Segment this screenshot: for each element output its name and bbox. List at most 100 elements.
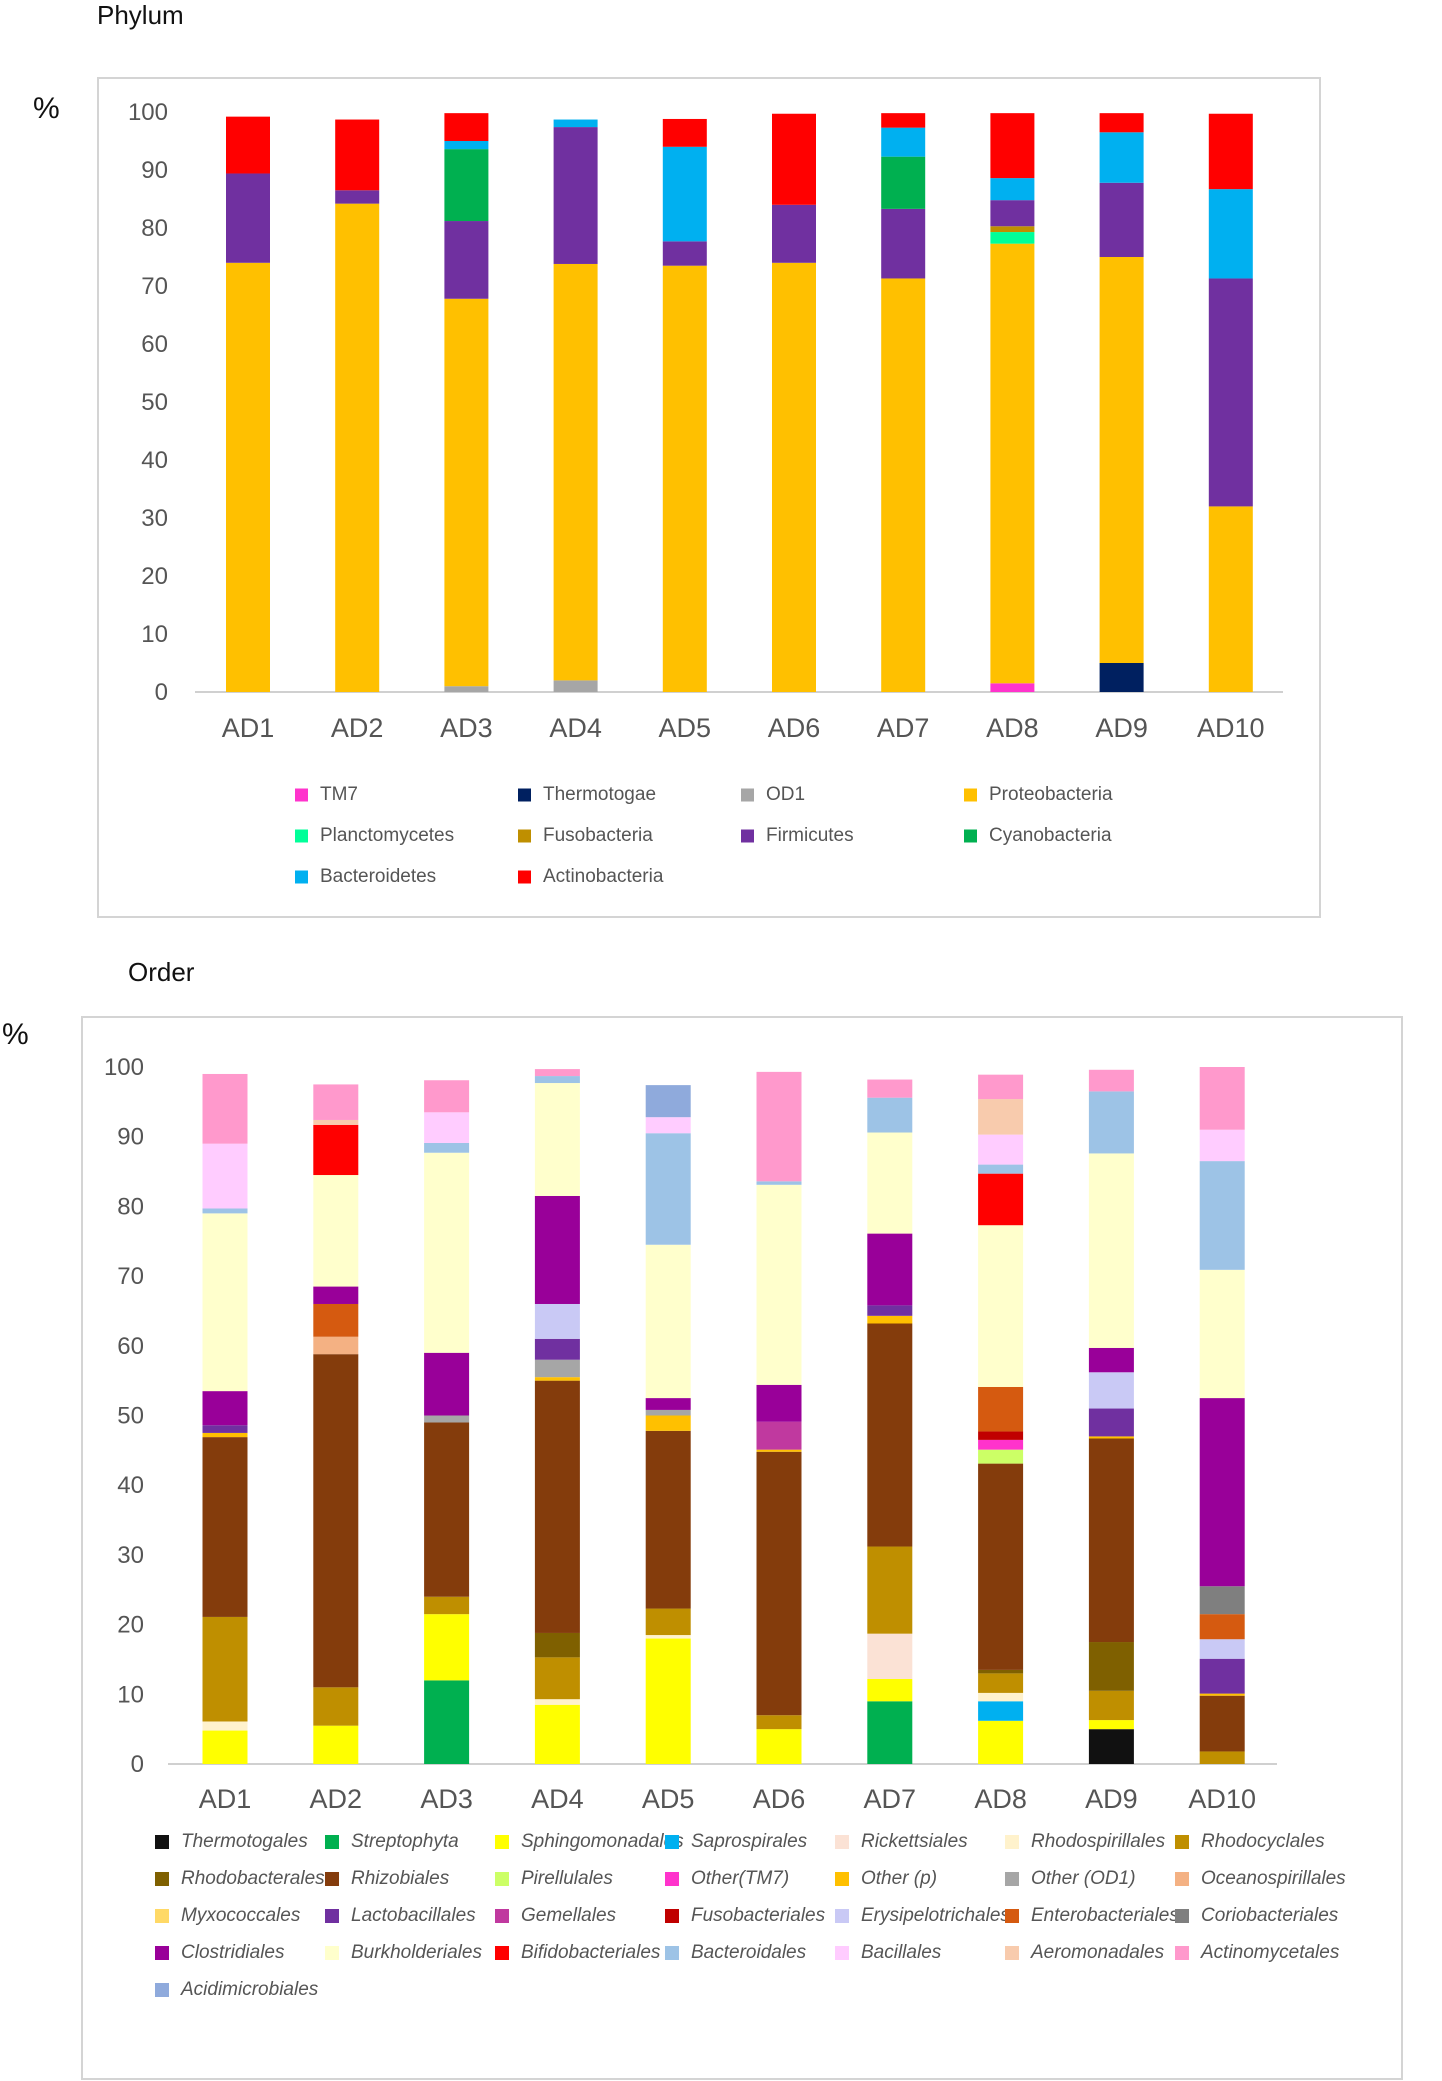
phylum-bar-proteobacteria-ad9	[1099, 257, 1144, 663]
order-bar-rhodospirillales-ad4	[534, 1699, 580, 1705]
order-bar-rhodocyclales-ad2	[313, 1687, 359, 1726]
order-legend-swatch-rhizobiales	[325, 1872, 339, 1886]
order-bar-rhodocyclales-ad1	[202, 1616, 248, 1722]
phylum-legend-label-firmicutes: Firmicutes	[766, 825, 854, 846]
order-legend-label-sphingomonadales: Sphingomonadales	[521, 1831, 684, 1852]
order-bar-rhodocyclales-ad8	[978, 1673, 1024, 1693]
order-bar-burkholderiales-ad7	[867, 1132, 913, 1234]
order-bar-burkholderiales-ad9	[1088, 1153, 1134, 1348]
order-bar-bacteroidales-ad4	[534, 1076, 580, 1084]
order-bar-rhodospirillales-ad8	[978, 1692, 1024, 1702]
order-bar-other-od1-ad4	[534, 1359, 580, 1378]
order-legend-label-oceanospirillales: Oceanospirillales	[1201, 1868, 1346, 1889]
order-legend-label-rhodocyclales: Rhodocyclales	[1201, 1831, 1325, 1852]
phylum-bar-firmicutes-ad10	[1208, 278, 1253, 507]
phylum-y-tick-label: 80	[141, 215, 168, 242]
order-y-tick-label: 50	[117, 1403, 144, 1430]
order-bar-rhodocyclales-ad5	[645, 1608, 691, 1636]
order-bar-acidimicrobiales-ad5	[645, 1085, 691, 1118]
phylum-bar-thermotogae-ad9	[1099, 663, 1144, 692]
order-legend-label-erysipelotrichales: Erysipelotrichales	[861, 1905, 1010, 1926]
phylum-bar-bacteroidetes-ad5	[662, 146, 707, 242]
phylum-bar-bacteroidetes-ad7	[881, 127, 926, 157]
order-y-axis-label: %	[2, 1018, 29, 1051]
order-legend-label-actinomycetales: Actinomycetales	[1200, 1942, 1340, 1963]
order-bar-sphingomonadales-ad6	[756, 1729, 802, 1764]
phylum-bar-firmicutes-ad2	[335, 190, 380, 204]
order-x-category-label: AD5	[642, 1784, 695, 1814]
order-legend-label-rhodobacterales: Rhodobacterales	[181, 1868, 325, 1889]
order-bar-rhizobiales-ad8	[978, 1463, 1024, 1670]
order-y-tick-label: 80	[117, 1193, 144, 1220]
order-legend-swatch-lactobacillales	[325, 1909, 339, 1923]
order-bar-sphingomonadales-ad2	[313, 1725, 359, 1764]
order-bar-coriobacteriales-ad10	[1199, 1586, 1245, 1615]
order-legend-swatch-sphingomonadales	[495, 1835, 509, 1849]
order-bar-enterobacteriales-ad8	[978, 1386, 1024, 1432]
order-legend-label-bacillales: Bacillales	[861, 1942, 942, 1963]
phylum-bar-bacteroidetes-ad8	[990, 178, 1035, 201]
order-bar-rhizobiales-ad2	[313, 1354, 359, 1688]
phylum-x-category-label: AD1	[222, 713, 275, 743]
order-bar-other-p-ad10	[1199, 1693, 1245, 1696]
order-bar-rhizobiales-ad9	[1088, 1438, 1134, 1643]
phylum-x-category-label: AD6	[768, 713, 821, 743]
phylum-y-tick-label: 10	[141, 621, 168, 648]
order-bar-rickettsiales-ad7	[867, 1633, 913, 1679]
phylum-x-category-label: AD8	[986, 713, 1039, 743]
order-bar-bacteroidales-ad6	[756, 1181, 802, 1185]
phylum-bar-od1-ad3	[444, 686, 489, 692]
phylum-y-tick-label: 70	[141, 273, 168, 300]
order-bar-rhodobacterales-ad9	[1088, 1642, 1134, 1691]
order-bar-bacillales-ad3	[424, 1112, 470, 1143]
phylum-bar-planctomycetes-ad8	[990, 232, 1035, 244]
phylum-legend-label-od1: OD1	[766, 784, 805, 805]
order-bar-burkholderiales-ad3	[424, 1152, 470, 1353]
order-bar-lactobacillales-ad4	[534, 1338, 580, 1360]
order-bar-enterobacteriales-ad2	[313, 1303, 359, 1337]
order-y-tick-label: 10	[117, 1681, 144, 1708]
order-bar-rhizobiales-ad3	[424, 1422, 470, 1597]
order-bar-bacteroidales-ad9	[1088, 1091, 1134, 1154]
order-bar-erysipelotrichales-ad4	[534, 1303, 580, 1339]
order-legend-label-enterobacteriales: Enterobacteriales	[1031, 1905, 1179, 1926]
order-legend-swatch-rhodobacterales	[155, 1872, 169, 1886]
order-legend-label-thermotogales: Thermotogales	[181, 1831, 308, 1852]
order-y-tick-label: 90	[117, 1124, 144, 1151]
phylum-bar-bacteroidetes-ad10	[1208, 189, 1253, 279]
phylum-legend-label-bacteroidetes: Bacteroidetes	[320, 866, 436, 887]
order-legend-swatch-rhodospirillales	[1005, 1835, 1019, 1849]
order-bar-actinomycetales-ad6	[756, 1071, 802, 1182]
phylum-bar-firmicutes-ad4	[553, 127, 598, 264]
order-y-tick-label: 100	[104, 1054, 144, 1081]
order-bar-rhizobiales-ad5	[645, 1430, 691, 1609]
order-legend-label-rhodospirillales: Rhodospirillales	[1031, 1831, 1166, 1852]
order-legend-swatch-aeromonadales	[1005, 1946, 1019, 1960]
order-bar-burkholderiales-ad8	[978, 1225, 1024, 1387]
order-legend-swatch-oceanospirillales	[1175, 1872, 1189, 1886]
order-bar-rhodocyclales-ad3	[424, 1596, 470, 1615]
phylum-legend-label-thermotogae: Thermotogae	[543, 784, 656, 805]
order-legend-swatch-clostridiales	[155, 1946, 169, 1960]
order-bar-bacteroidales-ad8	[978, 1164, 1024, 1174]
order-legend-swatch-bacteroidales	[665, 1946, 679, 1960]
phylum-bar-actinobacteria-ad10	[1208, 113, 1253, 190]
order-legend-swatch-burkholderiales	[325, 1946, 339, 1960]
order-bar-oceanospirillales-ad2	[313, 1336, 359, 1355]
order-bar-clostridiales-ad2	[313, 1286, 359, 1304]
phylum-bar-proteobacteria-ad1	[226, 262, 270, 692]
order-legend-swatch-other-od1	[1005, 1872, 1019, 1886]
phylum-bar-proteobacteria-ad7	[881, 278, 926, 692]
order-bar-rhodocyclales-ad9	[1088, 1690, 1134, 1721]
phylum-bar-fusobacteria-ad8	[990, 226, 1035, 233]
phylum-x-category-label: AD9	[1095, 713, 1148, 743]
order-bar-bacillales-ad10	[1199, 1129, 1245, 1162]
order-x-category-label: AD10	[1188, 1784, 1256, 1814]
order-bar-burkholderiales-ad5	[645, 1244, 691, 1399]
phylum-y-tick-label: 100	[128, 99, 168, 126]
order-bar-aeromonadales-ad8	[978, 1099, 1024, 1135]
phylum-y-tick-label: 90	[141, 157, 168, 184]
order-bar-streptophyta-ad3	[424, 1680, 470, 1764]
order-y-tick-label: 60	[117, 1333, 144, 1360]
